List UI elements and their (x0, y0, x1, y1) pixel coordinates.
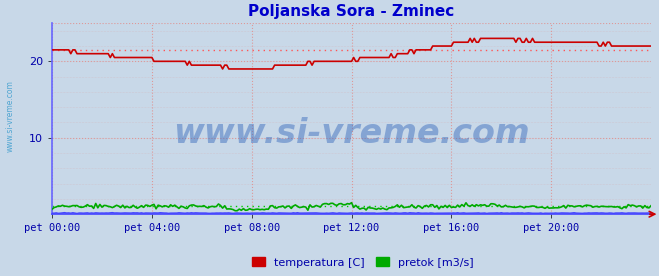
Text: www.si-vreme.com: www.si-vreme.com (173, 117, 530, 150)
Title: Poljanska Sora - Zminec: Poljanska Sora - Zminec (248, 4, 455, 19)
Legend: temperatura [C], pretok [m3/s]: temperatura [C], pretok [m3/s] (252, 257, 473, 268)
Text: www.si-vreme.com: www.si-vreme.com (5, 80, 14, 152)
